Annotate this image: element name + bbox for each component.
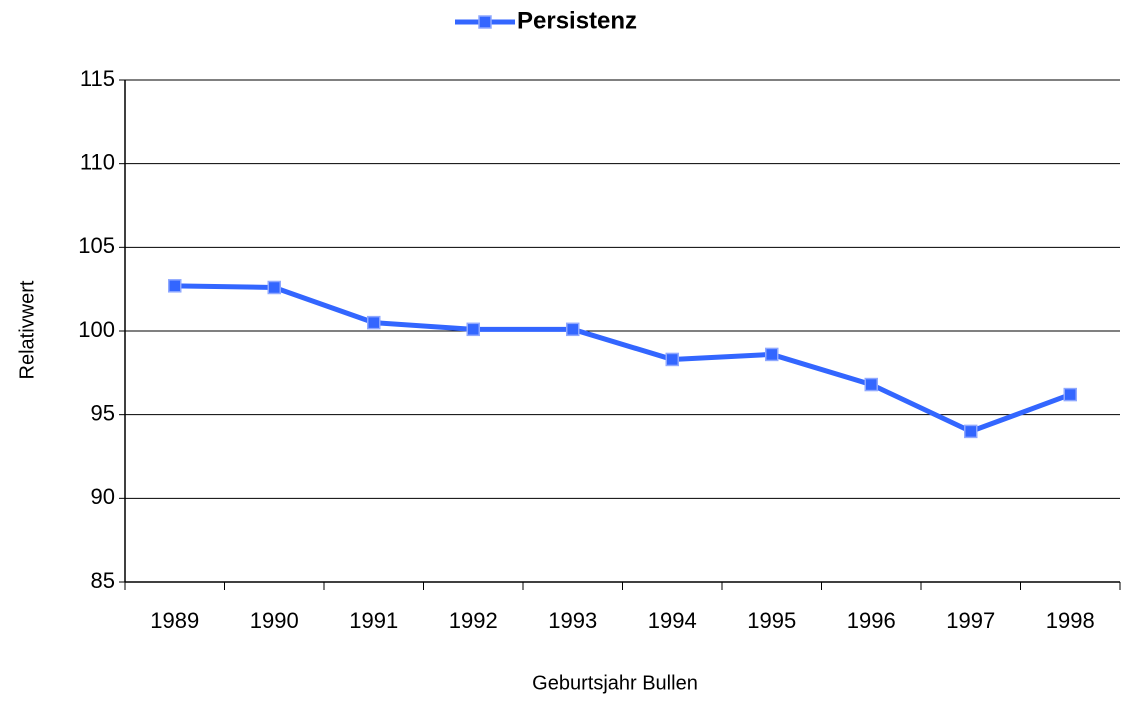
y-axis-label: Relativwert [16,280,38,379]
marker [466,322,480,337]
marker [665,352,679,367]
marker [864,377,878,392]
x-tick-label: 1995 [747,608,796,633]
legend-label: Persistenz [517,7,637,34]
y-tick-label: 110 [80,149,115,174]
x-tick-label: 1994 [648,608,697,633]
x-tick-label: 1996 [847,608,896,633]
x-tick-label: 1998 [1046,608,1095,633]
y-tick-label: 85 [91,568,115,593]
marker [367,315,381,330]
x-axis-label: Geburtsjahr Bullen [532,672,698,694]
marker [267,280,281,295]
series-line [174,283,1072,434]
x-tick-label: 1992 [449,608,498,633]
x-tick-label: 1993 [548,608,597,633]
x-tick-label: 1991 [349,608,398,633]
y-tick-label: 90 [91,484,115,509]
y-tick-label: 115 [80,66,115,91]
marker [1063,387,1077,402]
y-tick-label: 95 [91,400,115,425]
marker [168,279,182,293]
x-tick-label: 1997 [946,608,995,633]
marker [566,322,580,337]
x-tick-label: 1990 [250,608,299,633]
marker [964,424,978,439]
x-tick-label: 1989 [150,608,199,633]
y-tick-label: 100 [78,317,115,342]
y-tick-label: 105 [78,233,115,258]
marker [765,347,779,362]
legend-marker [478,15,492,29]
